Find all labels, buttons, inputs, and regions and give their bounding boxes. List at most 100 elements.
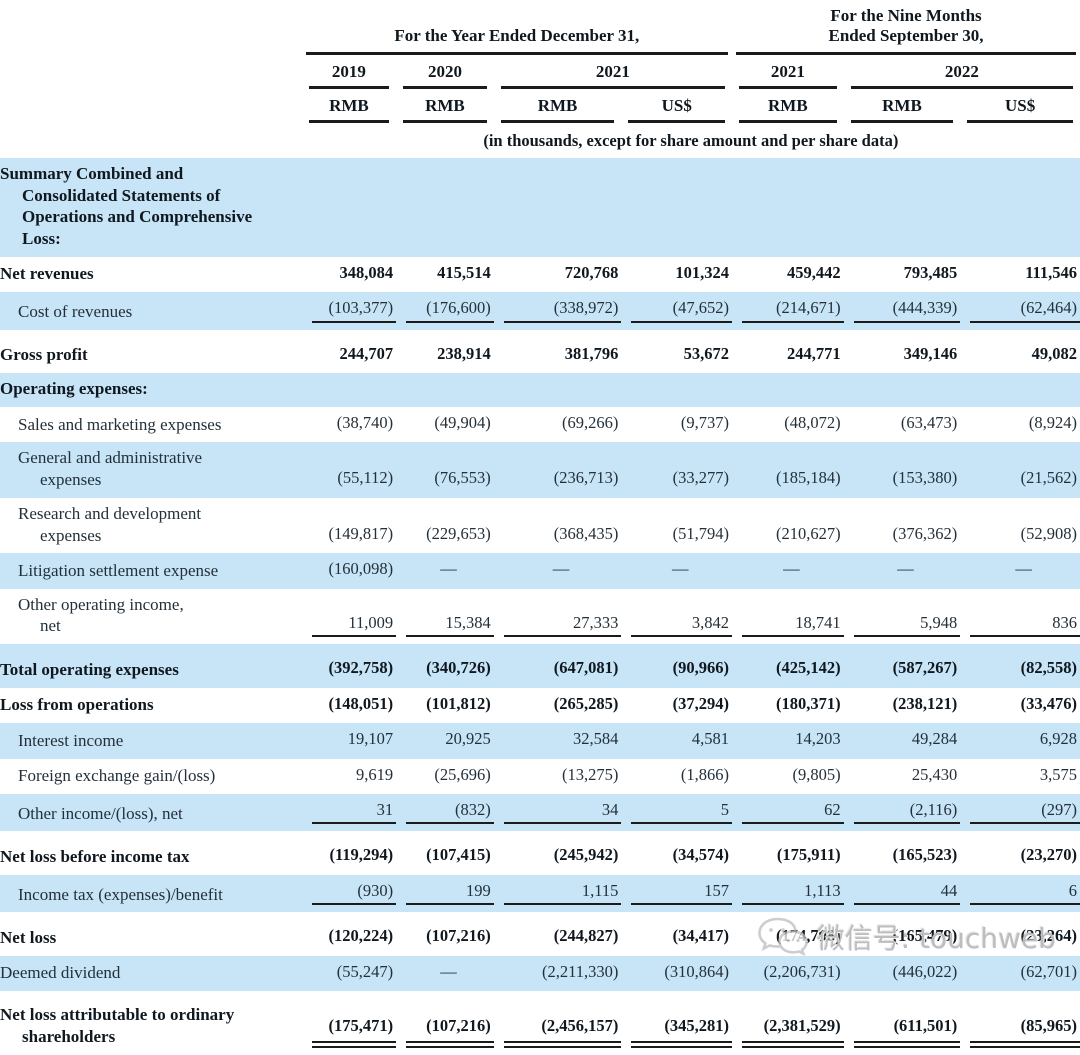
cell-value: (376,362) — [892, 523, 958, 543]
cell-value: (23,270) — [1020, 845, 1077, 865]
cell: 19,107 — [302, 723, 397, 758]
cell-value: — — [1015, 559, 1032, 579]
cell-value: 415,514 — [437, 262, 491, 282]
cell: 49,284 — [844, 723, 961, 758]
cell-value: 793,485 — [903, 262, 958, 282]
cell-value: 53,672 — [683, 343, 730, 363]
cell-value: (340,726) — [426, 658, 491, 678]
cell-value: (611,501) — [853, 1015, 961, 1048]
nine-months-group-header: For the Nine Months Ended September 30, — [732, 0, 1080, 55]
cell: 415,514 — [396, 257, 494, 292]
cell-value: 6,928 — [1039, 729, 1077, 749]
cell: (2,116) — [844, 794, 961, 831]
cell: (149,817) — [302, 498, 397, 554]
row-label: Net loss attributable to ordinary shareh… — [0, 1005, 235, 1046]
cell: 25,430 — [844, 759, 961, 794]
cell-value: (82,558) — [1020, 658, 1077, 678]
cell-value: (238,121) — [892, 693, 958, 713]
cell-value: (107,216) — [406, 1015, 494, 1048]
table-row: Foreign exchange gain/(loss) 9,619 (25,696… — [0, 759, 1080, 794]
cell: (49,904) — [396, 407, 494, 442]
cell: (2,456,157) — [494, 991, 622, 1055]
cell: (76,553) — [396, 442, 494, 498]
row-label: Net loss — [0, 927, 57, 947]
cell: (392,758) — [302, 644, 397, 687]
row-label: Interest income — [18, 730, 124, 750]
cell: 34 — [494, 794, 622, 831]
cell: (338,972) — [494, 292, 622, 329]
cell-value: (101,812) — [426, 693, 491, 713]
cell: (176,600) — [396, 292, 494, 329]
cell: (238,121) — [844, 688, 961, 723]
cell-value: (392,758) — [328, 658, 394, 678]
cell: (48,072) — [732, 407, 844, 442]
year-ended-group-label: For the Year Ended December 31, — [305, 20, 729, 55]
cell-value: (153,380) — [892, 468, 958, 488]
cell: (930) — [302, 875, 397, 912]
cell-value: 14,203 — [795, 729, 841, 749]
cell-value: 348,084 — [339, 262, 394, 282]
cell-value: 9,619 — [356, 764, 394, 784]
empty-cells — [302, 158, 1080, 257]
table-row: Net revenues 348,084 415,514 720,768 101,324… — [0, 257, 1080, 292]
cell: (9,805) — [732, 759, 844, 794]
table-body: Summary Combined and Consolidated Statem… — [0, 157, 1080, 1055]
cell: (444,339) — [844, 292, 961, 329]
row-label: Foreign exchange gain/(loss) — [18, 766, 216, 786]
cell-value: (62,701) — [1020, 961, 1077, 981]
cell: 5 — [621, 794, 733, 831]
currency-header: US$ — [960, 89, 1080, 123]
cell-value: (236,713) — [553, 468, 619, 488]
cell-value: (148,051) — [328, 693, 394, 713]
cell: 111,546 — [960, 257, 1080, 292]
cell: (101,812) — [396, 688, 494, 723]
cell-value: 111,546 — [1025, 262, 1077, 282]
cell-value: (174,798) — [776, 926, 841, 946]
cell: (103,377) — [302, 292, 397, 329]
cell-value: (444,339) — [853, 297, 961, 323]
cell-value: 5 — [631, 799, 733, 825]
cell: 720,768 — [494, 257, 622, 292]
cell: (174,798) — [732, 912, 844, 955]
cell-value: (33,476) — [1020, 693, 1077, 713]
cell-value: (13,275) — [562, 764, 619, 784]
cell: (265,285) — [494, 688, 622, 723]
cell: (107,216) — [396, 991, 494, 1055]
cell-value: 15,384 — [406, 612, 494, 638]
nine-months-2021-header: 2021 — [732, 55, 844, 89]
cell-value: 31 — [311, 799, 397, 825]
empty-cells — [302, 373, 1080, 407]
table-row: Net loss (120,224) (107,216) (244,827) (34,4… — [0, 912, 1080, 955]
cell: (21,562) — [960, 442, 1080, 498]
cell: (13,275) — [494, 759, 622, 794]
cell: 15,384 — [396, 589, 494, 645]
row-label: Net revenues — [0, 264, 94, 284]
cell-value: (2,206,731) — [763, 961, 841, 981]
cell: (310,864) — [621, 956, 732, 991]
cell-value: (63,473) — [900, 412, 958, 432]
cell-value: (103,377) — [311, 297, 397, 323]
cell-value: (165,479) — [892, 926, 958, 946]
cell: (2,381,529) — [732, 991, 844, 1055]
cell: (376,362) — [844, 498, 961, 554]
cell: 4,581 — [621, 723, 732, 758]
cell: 244,771 — [732, 330, 844, 373]
cell-value: 6 — [970, 880, 1080, 906]
cell-value: (310,864) — [664, 961, 730, 981]
cell-value: 836 — [970, 612, 1080, 638]
cell: (175,911) — [732, 831, 844, 874]
row-label: Other income/(loss), net — [18, 803, 183, 823]
cell: (25,696) — [396, 759, 494, 794]
cell: (160,098) — [302, 553, 397, 588]
units-note: (in thousands, except for share amount a… — [483, 130, 899, 150]
cell: (185,184) — [732, 442, 844, 498]
table-row: Other operating income, net 11,009 15,384 2… — [0, 589, 1080, 645]
cell: (37,294) — [621, 688, 732, 723]
cell: (34,574) — [621, 831, 732, 874]
units-note-row: (in thousands, except for share amount a… — [0, 123, 1080, 158]
currency-row: RMB RMB RMB US$ RMB RMB US$ — [0, 89, 1080, 123]
cell: (90,966) — [621, 644, 732, 687]
cell: (175,471) — [302, 991, 397, 1055]
currency-header: RMB — [396, 89, 494, 123]
cell-value: (37,294) — [672, 693, 730, 713]
